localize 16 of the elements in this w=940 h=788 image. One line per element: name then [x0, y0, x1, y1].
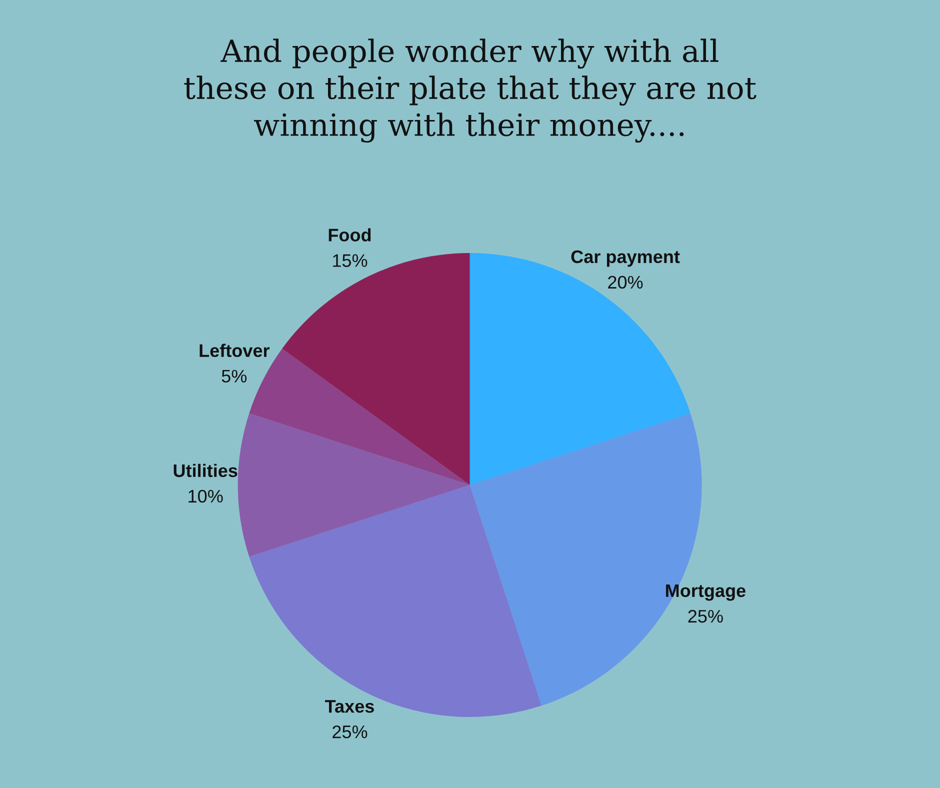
data-label: 10%	[188, 490, 223, 503]
data-label: 15%	[333, 254, 368, 267]
pie-slice	[238, 413, 470, 557]
data-label: 5%	[222, 370, 247, 383]
pie-slice	[249, 485, 542, 717]
chart-title: And people wonder why with all these on their plate that they are not winning with their money....	[184, 38, 756, 143]
slice-label: Food	[328, 228, 371, 242]
data-label: 25%	[332, 725, 368, 738]
data-label: 25%	[688, 610, 723, 623]
pie-slice	[282, 253, 470, 486]
data-label: 20%	[608, 276, 643, 289]
slice-label: Mortgage	[666, 584, 746, 601]
slice-label: Car payment	[571, 250, 680, 267]
slice-label: Leftover	[200, 344, 270, 358]
slice-label: Taxes	[325, 700, 374, 713]
slice-label: Utilities	[174, 464, 238, 478]
